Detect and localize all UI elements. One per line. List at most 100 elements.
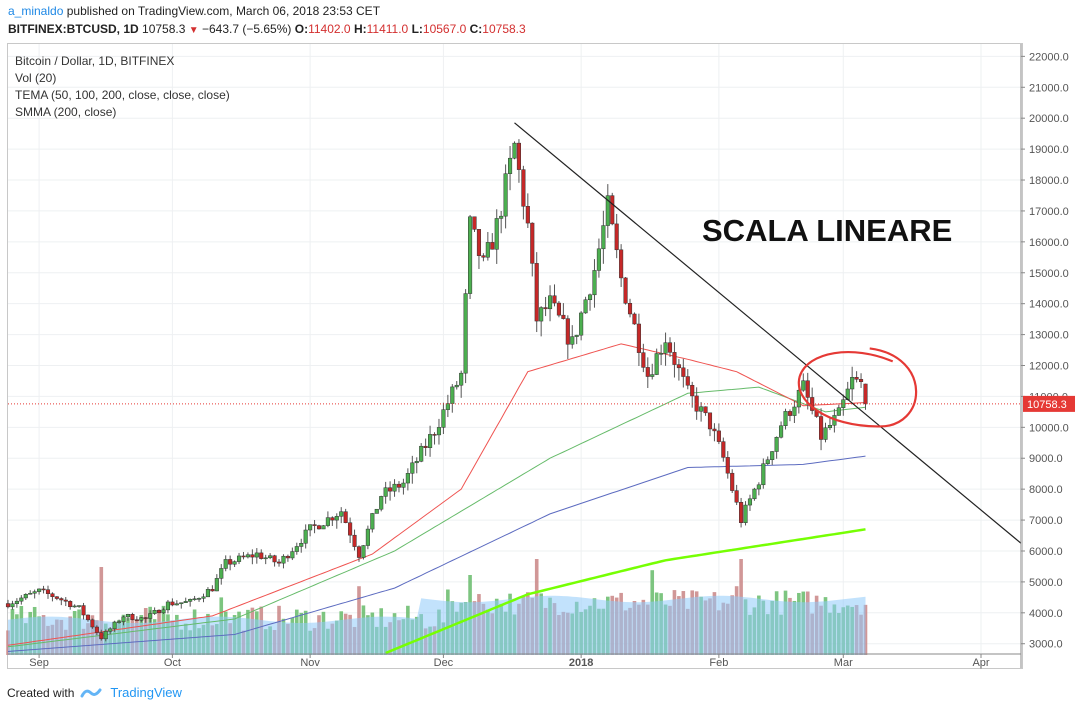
candle: [614, 213, 619, 259]
candle-body: [525, 206, 530, 224]
candle: [228, 555, 233, 571]
candle-body: [312, 524, 317, 526]
candle: [468, 214, 473, 300]
candle: [859, 373, 864, 388]
candle-body: [579, 312, 584, 336]
candle-body: [303, 529, 308, 544]
candle: [623, 277, 628, 305]
candle-body: [23, 594, 28, 599]
candle: [850, 366, 855, 401]
candle-body: [143, 617, 148, 619]
candle: [272, 554, 277, 567]
price-tick-label: 21000.0: [1029, 82, 1069, 94]
candle-body: [157, 610, 162, 614]
candle: [117, 619, 122, 624]
candle: [68, 600, 73, 610]
price-tick-label: 5000.0: [1029, 577, 1063, 589]
candle: [685, 369, 690, 390]
candle: [543, 296, 548, 317]
candle-body: [468, 216, 473, 294]
candle: [547, 285, 553, 322]
candle-body: [583, 299, 588, 314]
candle-body: [334, 516, 339, 521]
candle-body: [787, 411, 793, 416]
candle: [636, 313, 641, 366]
high-value: 11411.0: [366, 22, 409, 36]
tema100-line: [7, 386, 866, 648]
open-value: 11402.0: [308, 22, 351, 36]
candle-body: [765, 459, 770, 464]
candle-body: [281, 555, 286, 564]
candle-body: [339, 511, 344, 517]
candle-body: [681, 367, 686, 377]
candle-body: [294, 546, 299, 552]
candle-body: [139, 617, 144, 621]
candle: [530, 222, 535, 277]
candle-body: [308, 524, 313, 531]
candle: [321, 525, 326, 530]
volume-bar: [6, 630, 10, 655]
candle-body: [636, 323, 641, 353]
candle-body: [774, 436, 779, 452]
candle: [836, 404, 841, 416]
candle-body: [396, 483, 402, 488]
candle-body: [490, 242, 495, 250]
candle-body: [219, 568, 224, 579]
author-link[interactable]: a_minaldo: [8, 4, 64, 18]
time-tick-label: Nov: [300, 657, 320, 669]
candle-body: [405, 473, 410, 484]
candle-body: [530, 222, 535, 264]
candle: [401, 478, 406, 495]
candle: [19, 595, 24, 605]
candle-body: [263, 557, 268, 560]
candle: [294, 542, 299, 555]
candle-body: [401, 482, 406, 488]
candle-body: [232, 561, 237, 565]
price-tick-label: 18000.0: [1029, 175, 1069, 187]
tema200-line: [7, 455, 866, 652]
volume-bar: [99, 567, 104, 655]
candle-body: [201, 596, 206, 599]
candle-body: [632, 313, 637, 325]
candle-body: [148, 613, 153, 619]
candle-body: [761, 463, 766, 486]
candle-body: [823, 427, 828, 440]
candle-body: [592, 270, 597, 296]
candle-body: [556, 302, 561, 316]
trendline: [514, 122, 1022, 544]
candle: [81, 602, 86, 620]
candle-body: [99, 632, 104, 640]
candle-body: [436, 427, 442, 436]
price-tick-label: 7000.0: [1029, 515, 1063, 527]
candle: [290, 547, 295, 561]
candle: [481, 253, 486, 262]
candle: [370, 512, 375, 533]
candle: [587, 293, 593, 311]
candle: [330, 516, 335, 526]
candle: [561, 303, 566, 320]
tradingview-brand[interactable]: TradingView: [110, 685, 182, 700]
candle-body: [770, 451, 775, 461]
candle-body: [250, 554, 255, 558]
candle-body: [352, 534, 357, 547]
legend-volume: Vol (20): [15, 71, 57, 85]
candle-body: [10, 603, 15, 608]
candle: [165, 599, 170, 614]
candle: [819, 408, 824, 451]
candle: [436, 418, 442, 445]
candle-body: [410, 462, 415, 474]
candle: [396, 481, 402, 493]
candle: [663, 332, 668, 366]
chart-frame: [7, 43, 1023, 669]
candle-body: [756, 484, 761, 490]
candle-body: [210, 589, 215, 592]
candle-body: [81, 605, 86, 616]
candle: [356, 545, 362, 562]
candle: [263, 554, 268, 565]
candle: [325, 511, 330, 528]
candle-body: [565, 318, 570, 345]
candle-body: [605, 195, 610, 226]
candle-body: [77, 605, 82, 607]
candle-body: [125, 614, 131, 618]
